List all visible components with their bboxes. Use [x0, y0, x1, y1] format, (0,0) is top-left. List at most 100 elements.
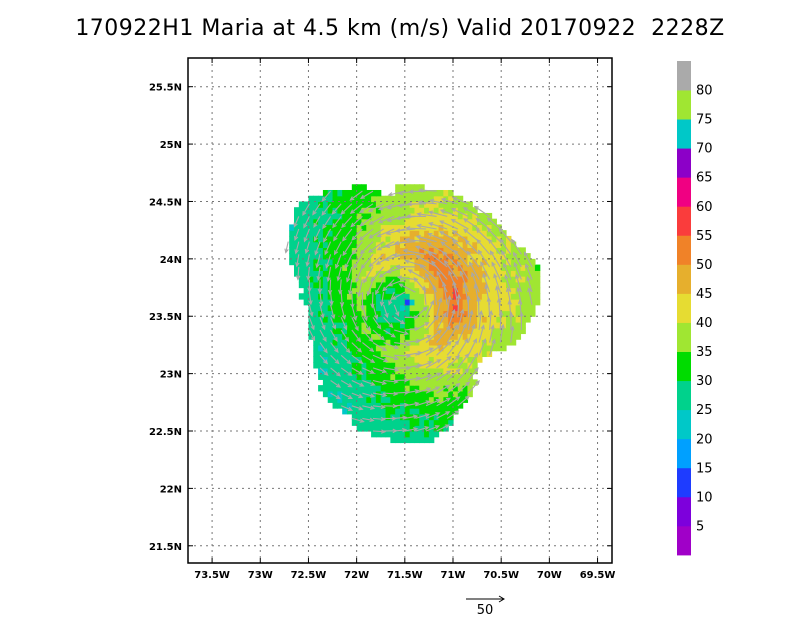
- wind-vector-220: [355, 266, 363, 283]
- field-cell-972: [481, 281, 488, 289]
- vector-shaft: [425, 316, 439, 331]
- vector-head: [314, 236, 319, 242]
- vector-shaft: [428, 233, 448, 243]
- field-cell-1036: [303, 270, 310, 277]
- wind-vector-6: [436, 424, 450, 432]
- field-cell-1395: [366, 230, 372, 237]
- field-cell-575: [400, 327, 406, 335]
- field-cell-67: [371, 413, 377, 421]
- wind-vector-8: [362, 417, 375, 423]
- field-cell-1236: [525, 253, 531, 260]
- field-cell-1182: [510, 258, 517, 266]
- field-cell-1299: [351, 241, 358, 248]
- field-cell-153: [414, 396, 420, 403]
- field-cell-1348: [361, 235, 367, 243]
- field-cell-1201: [356, 253, 363, 260]
- wind-vector-188: [493, 273, 501, 293]
- field-cell-954: [395, 281, 401, 289]
- field-cell-1648: [419, 195, 425, 203]
- field-cell-1472: [313, 218, 319, 226]
- field-cell-806: [400, 299, 406, 306]
- vector-head: [490, 324, 495, 330]
- y-tick-label-6: 24.5N: [149, 197, 182, 208]
- field-cell-487: [395, 339, 401, 346]
- field-cell-233: [351, 379, 358, 386]
- field-cell-1579: [428, 207, 435, 214]
- vector-head: [368, 234, 374, 239]
- vector-head: [413, 277, 419, 283]
- field-cell-1558: [327, 207, 334, 214]
- field-cell-788: [313, 299, 319, 306]
- field-cell-841: [327, 293, 334, 300]
- field-cell-1636: [361, 195, 367, 203]
- field-cell-620: [400, 321, 406, 329]
- field-cell-431: [318, 344, 324, 352]
- field-cell-557: [313, 327, 319, 335]
- field-cell-1155: [380, 258, 387, 266]
- field-cell-1356: [400, 235, 406, 243]
- field-cell-1156: [385, 258, 391, 266]
- vector-head: [434, 425, 440, 430]
- field-cell-1567: [371, 207, 377, 214]
- field-cell-1225: [472, 253, 478, 260]
- wind-vector-175: [360, 292, 365, 311]
- field-cell-1667: [371, 189, 377, 197]
- vector-shaft: [478, 311, 482, 331]
- field-cell-517: [332, 333, 338, 340]
- field-cell-1409: [433, 230, 440, 237]
- field-cell-53: [404, 419, 411, 426]
- vector-shaft: [293, 216, 300, 227]
- vector-shaft: [415, 347, 434, 356]
- field-cell-1517: [327, 212, 334, 220]
- vector-head: [377, 206, 384, 211]
- field-cell-1241: [308, 247, 314, 254]
- field-cell-1488: [390, 218, 396, 226]
- vector-head: [468, 261, 474, 267]
- wind-vector-66: [415, 361, 433, 369]
- vector-head: [349, 209, 355, 214]
- vector-head: [359, 221, 365, 227]
- field-cell-781: [510, 304, 517, 312]
- field-cell-1569: [380, 207, 387, 214]
- field-cell-1144: [327, 258, 334, 266]
- field-cell-915: [448, 287, 454, 294]
- vector-head: [513, 251, 518, 257]
- vector-shaft: [353, 254, 363, 269]
- wind-vector-291: [385, 228, 405, 236]
- field-cell-1426: [298, 224, 305, 231]
- field-cell-1208: [390, 253, 396, 260]
- field-cell-1505: [472, 218, 478, 226]
- field-cell-771: [462, 304, 469, 312]
- field-cell-251: [438, 379, 444, 386]
- vector-head: [363, 316, 368, 322]
- field-cell-1384: [313, 230, 319, 237]
- wind-vector-173: [339, 292, 345, 308]
- field-cell-1077: [501, 270, 507, 277]
- field-cell-120: [390, 402, 396, 409]
- wind-vector-56: [467, 367, 479, 381]
- wind-vector-284: [323, 228, 332, 243]
- vector-shaft: [308, 317, 315, 330]
- field-cell-1502: [457, 218, 464, 226]
- field-cell-576: [404, 327, 411, 335]
- field-cell-1662: [347, 189, 353, 197]
- wind-vector-52: [425, 372, 442, 381]
- field-cell-1141: [313, 258, 319, 266]
- wind-vector-54: [446, 368, 461, 381]
- vector-shaft: [368, 241, 384, 253]
- field-cell-1659: [332, 189, 338, 197]
- field-cell-1487: [385, 218, 391, 226]
- field-cell-1051: [375, 270, 382, 277]
- vector-head: [462, 207, 468, 212]
- vector-shaft: [383, 342, 399, 349]
- field-cell-1397: [375, 230, 382, 237]
- field-cell-1424: [289, 224, 295, 231]
- field-cell-511: [510, 339, 517, 346]
- vector-shaft: [302, 203, 310, 216]
- vector-shaft: [436, 271, 448, 293]
- field-cell-1660: [337, 189, 343, 197]
- vector-shaft: [501, 250, 512, 268]
- wind-vector-168: [516, 286, 522, 305]
- vector-shaft: [404, 390, 419, 394]
- vector-shaft: [334, 241, 342, 255]
